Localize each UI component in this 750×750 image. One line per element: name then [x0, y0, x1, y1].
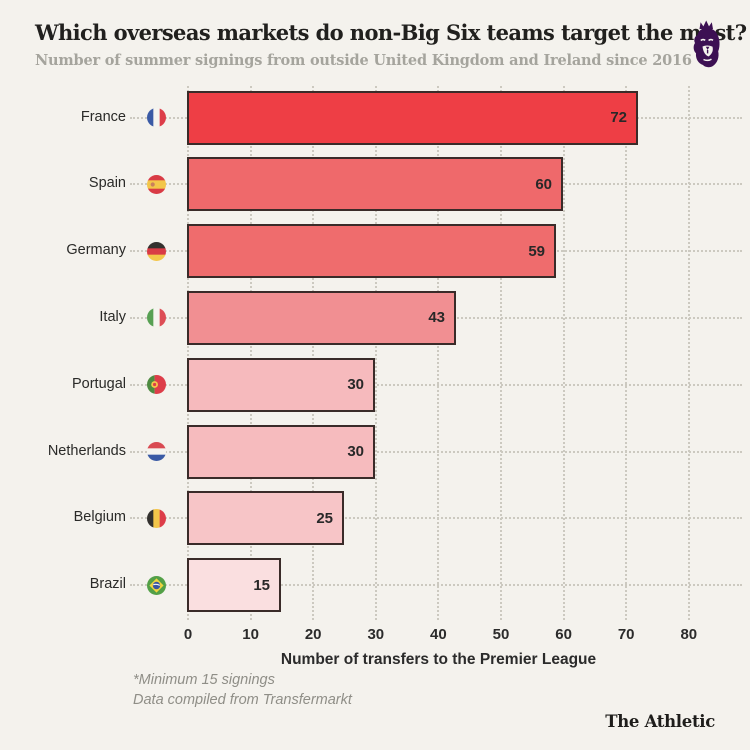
bar-value-label: 60: [535, 175, 552, 193]
bar-brazil: 15: [187, 558, 281, 613]
country-label: Germany: [66, 242, 126, 259]
flag-italy-icon: [147, 308, 166, 328]
footnote-source: Data compiled from Transfermarkt: [133, 692, 352, 708]
bar-belgium: 25: [187, 491, 344, 546]
row-leader-line: [130, 584, 742, 587]
x-tick-label: 20: [304, 626, 322, 643]
flag-france-icon: [147, 108, 166, 127]
flag-belgium-icon: [147, 508, 166, 528]
footnote-min-signings: *Minimum 15 signings: [133, 672, 275, 688]
gridline: [249, 86, 252, 620]
gridline: [562, 86, 565, 620]
bar-value-label: 30: [347, 376, 364, 394]
gridline: [312, 86, 315, 620]
flag-netherlands-icon: [147, 442, 166, 461]
bar-germany: 59: [187, 224, 556, 279]
bar-portugal: 30: [187, 357, 375, 412]
chart-title: Which overseas markets do non-Big Six te…: [35, 20, 747, 45]
bar-netherlands: 30: [187, 424, 375, 479]
row-leader-line: [130, 383, 742, 386]
gridline: [187, 86, 189, 620]
x-tick-label: 0: [183, 626, 193, 643]
country-label: Italy: [99, 308, 126, 325]
bar-france: 72: [187, 90, 638, 145]
country-label: Brazil: [89, 576, 126, 593]
gridline: [500, 86, 502, 620]
country-label: Portugal: [71, 375, 126, 392]
premier-league-lion-icon: [688, 20, 724, 68]
x-tick-label: 40: [430, 626, 447, 643]
bar-spain: 60: [187, 157, 563, 212]
chart-subtitle: Number of summer signings from outside U…: [35, 52, 692, 69]
country-label: Spain: [88, 175, 126, 192]
bar-value-label: 30: [347, 443, 364, 460]
gridline: [687, 86, 690, 620]
bar-value-label: 25: [316, 509, 333, 527]
x-tick-label: 30: [367, 626, 385, 643]
x-tick-label: 70: [617, 626, 635, 643]
row-leader-line: [130, 517, 742, 520]
x-tick-label: 60: [555, 626, 572, 643]
country-label: Belgium: [73, 509, 126, 526]
country-label: France: [80, 108, 126, 125]
bar-value-label: 15: [253, 576, 270, 594]
x-tick-label: 80: [680, 626, 698, 643]
bar-value-label: 43: [428, 309, 445, 327]
x-axis-label: Number of transfers to the Premier Leagu…: [280, 651, 597, 668]
row-leader-line: [130, 450, 742, 453]
gridline: [437, 86, 440, 620]
gridline: [625, 86, 628, 620]
bar-value-label: 72: [610, 109, 627, 126]
bar-value-label: 59: [528, 242, 545, 260]
bar-italy: 43: [187, 290, 456, 345]
gridline: [374, 86, 377, 620]
flag-spain-icon: [147, 174, 166, 194]
the-athletic-wordmark: The Athletic: [605, 712, 715, 731]
x-tick-label: 50: [492, 626, 510, 643]
country-label: Netherlands: [47, 442, 126, 459]
x-tick-label: 10: [242, 626, 259, 643]
flag-germany-icon: [147, 241, 166, 261]
flag-portugal-icon: [147, 375, 166, 395]
flag-brazil-icon: [147, 575, 166, 595]
